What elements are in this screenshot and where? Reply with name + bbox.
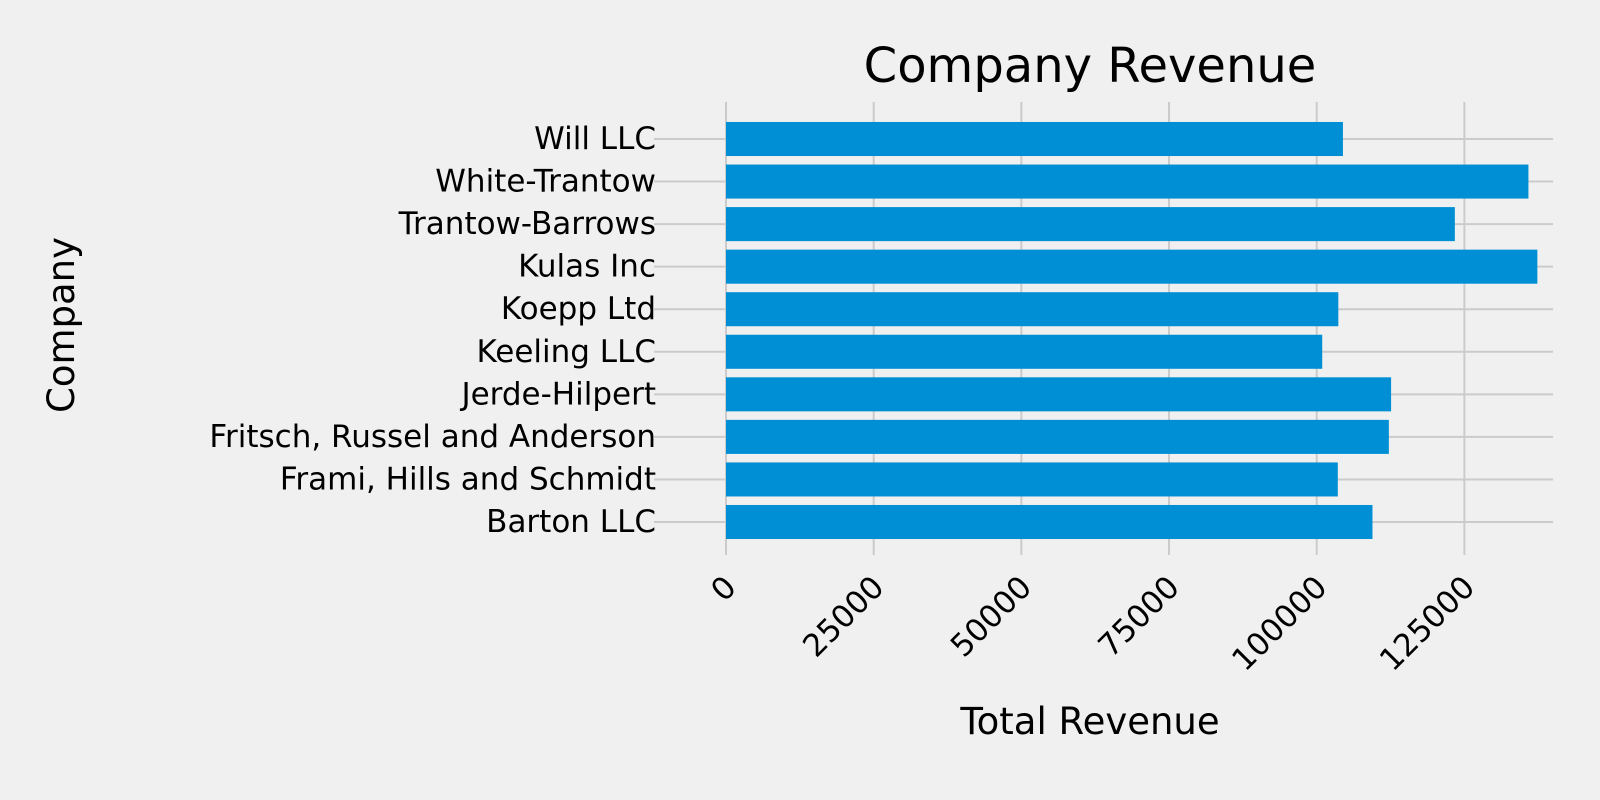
bar <box>726 377 1392 412</box>
bar <box>726 292 1339 327</box>
bar <box>726 164 1529 199</box>
y-tick-label: Koepp Ltd <box>501 291 656 327</box>
y-tick-label: Frami, Hills and Schmidt <box>280 461 656 497</box>
bars <box>726 121 1538 540</box>
y-tick-label: Jerde-Hilpert <box>459 376 656 412</box>
bar <box>726 207 1455 242</box>
y-tick-label: Kulas Inc <box>518 249 656 285</box>
bar <box>726 121 1343 157</box>
y-axis-label: Company <box>40 237 83 413</box>
y-tick-labels: Barton LLC Frami, Hills and Schmidt Fritsc… <box>209 121 656 540</box>
bar <box>726 419 1389 454</box>
bar <box>726 504 1373 540</box>
y-tick-label: Trantow-Barrows <box>398 206 656 242</box>
bar <box>726 249 1538 284</box>
bar <box>726 462 1338 497</box>
y-tick-label: White-Trantow <box>435 164 656 200</box>
y-tick-label: Keeling LLC <box>476 334 656 370</box>
chart-title: Company Revenue <box>864 38 1317 94</box>
y-tick-label: Will LLC <box>534 121 656 157</box>
y-tick-label: Barton LLC <box>486 504 656 540</box>
x-axis-label: Total Revenue <box>959 700 1219 743</box>
y-tick-label: Fritsch, Russel and Anderson <box>209 419 656 455</box>
bar <box>726 334 1323 369</box>
